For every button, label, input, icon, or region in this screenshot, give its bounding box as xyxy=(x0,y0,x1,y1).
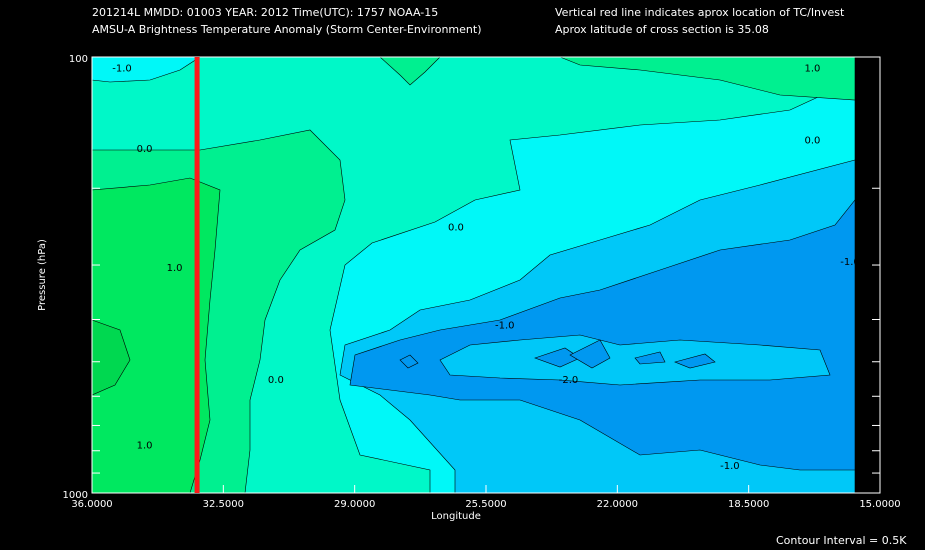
contour-label-9: 1.0 xyxy=(805,64,821,75)
cell-neg-2-1 xyxy=(569,339,611,369)
x-tick-label-5: 18.5000 xyxy=(728,499,769,510)
contour-label-3: 0.0 xyxy=(268,375,284,386)
region-neg-1-1.5 xyxy=(349,199,856,471)
region-neg-1.5-2 xyxy=(439,334,831,386)
x-axis-title: Longitude xyxy=(431,511,481,522)
contour-label-6: -1.0 xyxy=(495,321,515,332)
contour-label-0: -1.0 xyxy=(112,64,132,75)
x-tick-label-3: 25.5000 xyxy=(465,499,506,510)
y-tick-label-0: 100 xyxy=(69,54,88,65)
contour-label-1: 0.0 xyxy=(137,144,153,155)
cell-neg-2-4 xyxy=(399,354,419,369)
region-top-right xyxy=(559,56,856,101)
x-tick-label-0: 36.0000 xyxy=(71,499,112,510)
contour-label-2: 1.0 xyxy=(167,263,183,274)
x-tick-label-4: 22.0000 xyxy=(597,499,638,510)
cell-neg-2-3 xyxy=(674,353,716,369)
contour-label-11: -1.0 xyxy=(840,257,860,268)
header-line2-right: Aprox latitude of cross section is 35.08 xyxy=(555,23,769,36)
contour-label-8: -1.0 xyxy=(720,461,740,472)
x-tick-label-1: 32.5000 xyxy=(203,499,244,510)
cell-neg-2-2 xyxy=(634,351,666,365)
contour-interval-label: Contour Interval = 0.5K xyxy=(776,534,907,547)
y-tick-label-1: 1000 xyxy=(63,490,88,501)
x-tick-label-2: 29.0000 xyxy=(334,499,375,510)
header-line1-right: Vertical red line indicates aprox locati… xyxy=(555,6,845,19)
contour-label-10: 0.0 xyxy=(805,136,821,147)
contour-label-5: 0.0 xyxy=(448,223,464,234)
contour-label-7: -2.0 xyxy=(559,375,579,386)
header-line2-left: AMSU-A Brightness Temperature Anomaly (S… xyxy=(92,23,482,36)
header-line1-left: 201214L MMDD: 01003 YEAR: 2012 Time(UTC)… xyxy=(92,6,439,19)
x-tick-label-6: 15.0000 xyxy=(859,499,900,510)
contour-label-4: 1.0 xyxy=(137,440,153,451)
y-axis-title: Pressure (hPa) xyxy=(37,239,48,311)
